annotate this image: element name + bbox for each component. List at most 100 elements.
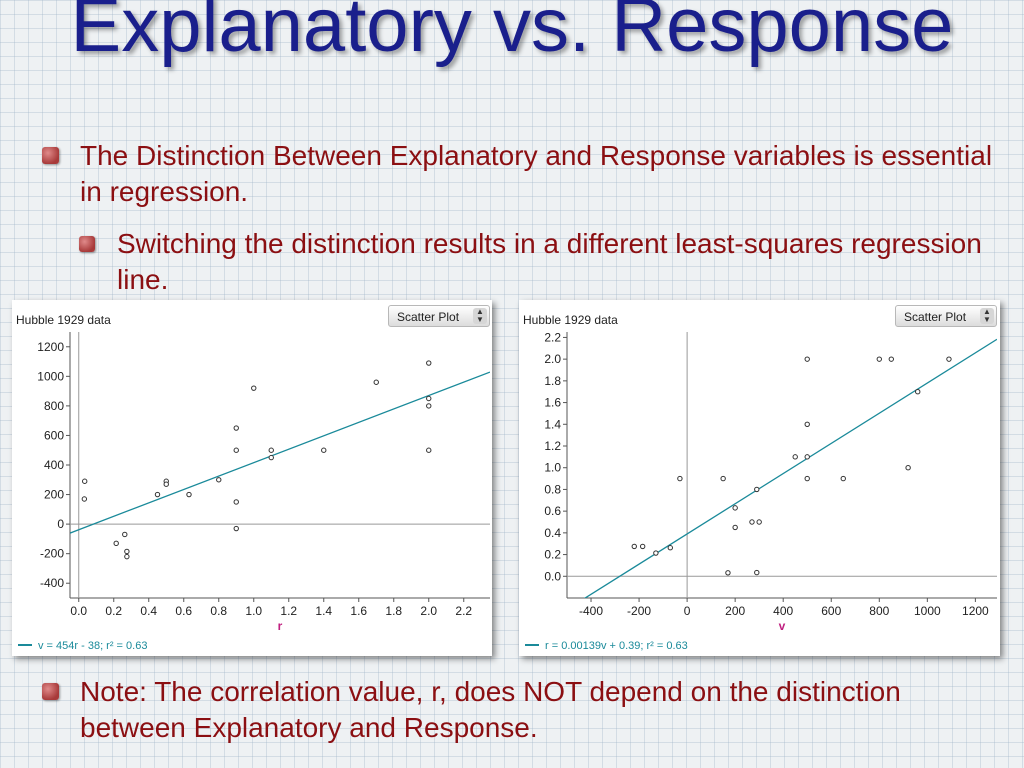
data-point xyxy=(124,548,130,555)
data-point xyxy=(639,543,646,550)
stepper-icon: ▲ ▼ xyxy=(980,308,994,324)
slide-title: Explanatory vs. Response xyxy=(70,0,954,68)
data-point xyxy=(426,403,432,409)
bullet-text: The Distinction Between Explanatory and … xyxy=(80,140,993,207)
bullet-distinction: The Distinction Between Explanatory and … xyxy=(42,138,1020,210)
data-point xyxy=(732,505,738,511)
data-point xyxy=(186,491,192,498)
x-tick-label: 0.8 xyxy=(210,604,227,618)
data-point xyxy=(804,421,810,427)
y-tick-label: 1.4 xyxy=(544,417,561,431)
data-point xyxy=(754,569,760,576)
x-tick-label: 1.2 xyxy=(280,604,297,618)
x-tick-label: 0.6 xyxy=(175,604,192,618)
data-point xyxy=(946,356,952,362)
data-point xyxy=(804,454,810,460)
data-point xyxy=(720,475,726,482)
data-point xyxy=(163,481,169,487)
data-point xyxy=(792,454,798,460)
y-tick-label: 0.2 xyxy=(544,548,561,562)
panel-title: Hubble 1929 data xyxy=(16,313,111,327)
plot-type-label: Scatter Plot xyxy=(397,310,460,324)
bullet-note: Note: The correlation value, r, does NOT… xyxy=(42,674,980,746)
plot-type-dropdown[interactable]: Scatter Plot ▲ ▼ xyxy=(388,305,490,327)
scatter-plot-v-vs-r: 2.2 2.0 1.8 1.6 1.4 1.2 1.0 0.8 0.6 0.4 0.2 0.0 -400… xyxy=(525,330,997,652)
data-point xyxy=(426,360,432,366)
data-point xyxy=(373,379,379,385)
data-point xyxy=(754,486,760,493)
x-tick-label: 1.8 xyxy=(385,604,402,618)
data-point xyxy=(113,540,119,547)
y-tick-label: 0.8 xyxy=(544,482,561,496)
data-point xyxy=(888,356,895,362)
x-tick-label: -400 xyxy=(579,604,603,618)
y-tick-label: 0.0 xyxy=(544,569,561,583)
x-tick-label: 2.0 xyxy=(420,604,437,618)
regression-line xyxy=(70,371,490,534)
y-tick-label: 0.6 xyxy=(544,504,561,518)
plot-type-dropdown[interactable]: Scatter Plot ▲ ▼ xyxy=(895,305,997,327)
y-tick-label: 0.4 xyxy=(544,526,561,540)
data-point xyxy=(233,447,239,453)
data-point xyxy=(122,531,128,538)
regression-equation: r = 0.00139v + 0.39; r² = 0.63 xyxy=(545,640,688,652)
y-tick-label: 1200 xyxy=(37,340,64,354)
data-point xyxy=(426,447,432,453)
x-tick-label: 2.2 xyxy=(455,604,472,618)
x-tick-label: 0 xyxy=(684,604,691,618)
y-tick-label: 400 xyxy=(44,458,64,472)
panel-title: Hubble 1929 data xyxy=(523,313,618,327)
data-point xyxy=(804,356,810,362)
data-point xyxy=(677,475,683,482)
data-point xyxy=(631,543,637,550)
y-tick-label: 1.8 xyxy=(544,374,561,388)
bullet-marker-icon xyxy=(42,683,59,700)
y-tick-label: -200 xyxy=(40,547,64,561)
data-point xyxy=(81,496,88,502)
data-point xyxy=(233,525,239,532)
x-axis-label: r xyxy=(278,619,283,633)
data-point xyxy=(124,553,130,560)
x-tick-label: -200 xyxy=(627,604,651,618)
stepper-icon: ▲ ▼ xyxy=(473,308,487,324)
data-point xyxy=(725,570,731,576)
data-point xyxy=(268,454,274,461)
y-tick-label: 1.2 xyxy=(544,439,561,453)
y-tick-label: 600 xyxy=(44,428,64,442)
y-tick-label: 800 xyxy=(44,399,64,413)
data-point xyxy=(756,519,762,525)
x-tick-label: 600 xyxy=(821,604,841,618)
data-point xyxy=(876,356,882,362)
y-tick-label: 1.0 xyxy=(544,461,561,475)
bullet-text: Note: The correlation value, r, does NOT… xyxy=(80,676,901,743)
data-point xyxy=(216,477,222,483)
data-point xyxy=(233,499,239,505)
y-tick-label: 1.6 xyxy=(544,396,561,410)
x-axis-label: v xyxy=(779,619,786,633)
x-tick-label: 1.0 xyxy=(245,604,262,618)
data-point xyxy=(905,465,911,471)
data-point xyxy=(82,478,88,484)
x-tick-label: 1.6 xyxy=(350,604,367,618)
x-tick-label: 1000 xyxy=(914,604,941,618)
y-tick-label: 0 xyxy=(57,517,64,531)
y-tick-label: 2.0 xyxy=(544,352,561,366)
x-tick-label: 0.2 xyxy=(105,604,122,618)
y-tick-label: 2.2 xyxy=(544,330,561,344)
data-point xyxy=(268,447,274,453)
y-tick-label: 1000 xyxy=(37,369,64,383)
x-tick-label: 0.0 xyxy=(70,604,87,618)
plot-type-label: Scatter Plot xyxy=(904,310,967,324)
data-point xyxy=(667,545,673,551)
bullet-text: Switching the distinction results in a d… xyxy=(117,228,982,295)
data-point xyxy=(915,389,921,395)
data-point xyxy=(804,475,810,482)
x-tick-label: 400 xyxy=(773,604,793,618)
data-point xyxy=(154,491,161,498)
x-tick-label: 1.4 xyxy=(315,604,332,618)
bullet-marker-icon xyxy=(42,147,59,164)
data-point xyxy=(251,385,257,391)
regression-line xyxy=(583,338,997,598)
x-tick-label: 200 xyxy=(725,604,745,618)
scatter-panel-right: 2.2 2.0 1.8 1.6 1.4 1.2 1.0 0.8 0.6 0.4 0.2 0.0 -400… xyxy=(519,300,1000,656)
